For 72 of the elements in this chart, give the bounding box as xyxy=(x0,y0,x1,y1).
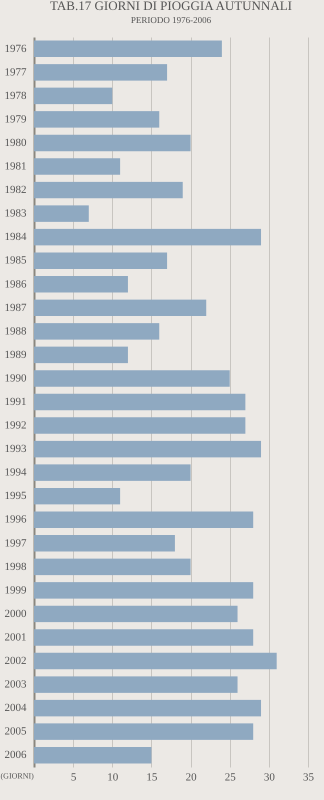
y-tick-label: 1978 xyxy=(4,90,27,102)
y-tick-label: 1999 xyxy=(4,584,27,596)
bar xyxy=(34,629,254,646)
bar xyxy=(34,535,175,552)
bar xyxy=(34,464,191,481)
y-tick-label: 1983 xyxy=(4,208,27,220)
bar xyxy=(34,158,120,175)
chart-title: TAB.17 GIORNI DI PIOGGIA AUTUNNALI xyxy=(50,0,292,13)
bar xyxy=(34,700,262,716)
bar xyxy=(34,512,254,528)
bar xyxy=(34,205,89,222)
y-tick-label: 1990 xyxy=(4,372,27,384)
x-tick-label: 30 xyxy=(264,772,276,784)
y-tick-label: 2000 xyxy=(4,608,27,620)
chart-subtitle: PERIODO 1976-2006 xyxy=(130,15,212,25)
x-tick-label: 5 xyxy=(70,772,77,784)
bar xyxy=(34,346,128,364)
y-tick-label: 1998 xyxy=(4,560,27,573)
bar xyxy=(34,746,152,764)
y-tick-label: 1977 xyxy=(4,66,27,78)
bar xyxy=(34,182,183,198)
bar xyxy=(34,606,238,622)
bar xyxy=(34,300,206,316)
y-tick-label: 1997 xyxy=(4,537,27,550)
bar xyxy=(34,64,168,81)
y-tick-label: 2003 xyxy=(4,678,27,691)
y-tick-label: 1991 xyxy=(4,396,26,408)
x-tick-label: 10 xyxy=(107,772,119,784)
y-tick-label: 1979 xyxy=(4,113,27,126)
y-tick-label: 1996 xyxy=(4,514,27,526)
x-axis-title: (GIORNI) xyxy=(0,772,34,780)
bar xyxy=(34,252,168,269)
bar xyxy=(34,417,246,434)
y-tick-label: 2004 xyxy=(4,702,27,714)
y-tick-label: 1980 xyxy=(4,136,27,149)
y-tick-label: 2001 xyxy=(4,631,26,644)
bar xyxy=(34,440,262,458)
y-tick-label: 1992 xyxy=(4,420,26,432)
x-tick-label: 35 xyxy=(303,772,314,784)
y-tick-label: 1994 xyxy=(4,466,27,479)
bar xyxy=(34,488,120,504)
bar xyxy=(34,723,254,740)
y-tick-label: 1982 xyxy=(4,184,26,196)
y-tick-label: 2002 xyxy=(4,655,26,668)
y-tick-label: 1987 xyxy=(4,302,27,314)
y-tick-label: 1984 xyxy=(4,231,27,244)
bar xyxy=(34,558,191,576)
y-tick-label: 1986 xyxy=(4,278,27,290)
bar xyxy=(34,394,246,410)
bar xyxy=(34,228,262,246)
bar xyxy=(34,582,254,599)
x-tick-label: 20 xyxy=(186,772,198,784)
bar xyxy=(34,134,191,152)
y-tick-label: 1976 xyxy=(4,42,27,55)
y-tick-label: 1995 xyxy=(4,490,27,502)
x-tick-label: 25 xyxy=(224,772,236,784)
y-tick-label: 1985 xyxy=(4,254,27,267)
x-tick-label: 15 xyxy=(146,772,158,784)
bar xyxy=(34,276,128,292)
y-tick-label: 1988 xyxy=(4,325,27,338)
bar xyxy=(34,676,238,693)
bar xyxy=(34,652,277,670)
y-tick-label: 2006 xyxy=(4,749,27,762)
bar xyxy=(34,111,160,128)
y-tick-label: 2005 xyxy=(4,726,27,738)
y-tick-label: 1981 xyxy=(4,160,26,173)
y-tick-label: 1989 xyxy=(4,348,27,361)
bar xyxy=(34,40,222,58)
y-tick-label: 1993 xyxy=(4,443,27,456)
bar xyxy=(34,88,112,104)
bar xyxy=(34,323,160,340)
bar xyxy=(34,370,230,387)
